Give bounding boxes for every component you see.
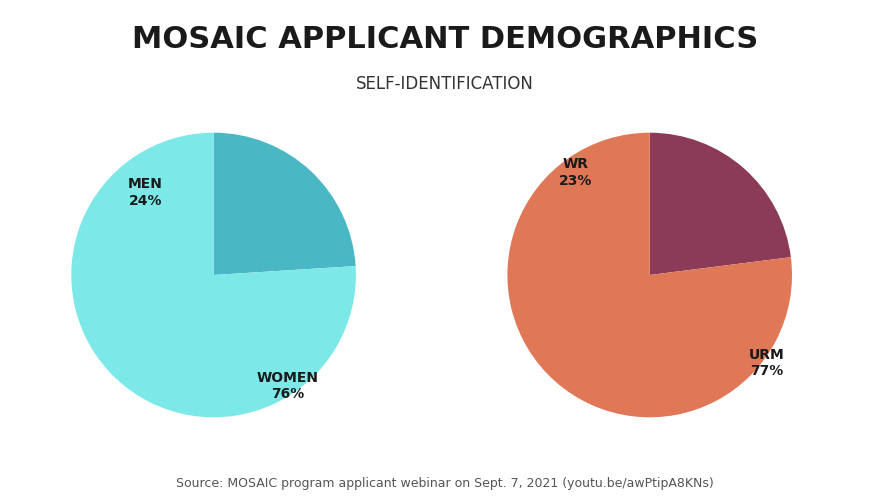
Text: SELF-IDENTIFICATION: SELF-IDENTIFICATION xyxy=(356,75,534,93)
Text: WOMEN
76%: WOMEN 76% xyxy=(256,371,319,401)
Text: WR
23%: WR 23% xyxy=(559,158,593,188)
Wedge shape xyxy=(650,132,791,275)
Wedge shape xyxy=(214,132,356,275)
Wedge shape xyxy=(71,132,356,418)
Text: Source: MOSAIC program applicant webinar on Sept. 7, 2021 (youtu.be/awPtipA8KNs): Source: MOSAIC program applicant webinar… xyxy=(176,477,714,490)
Wedge shape xyxy=(507,132,792,418)
Text: URM
77%: URM 77% xyxy=(748,348,784,378)
Text: MOSAIC APPLICANT DEMOGRAPHICS: MOSAIC APPLICANT DEMOGRAPHICS xyxy=(132,25,758,54)
Text: MEN
24%: MEN 24% xyxy=(128,178,163,208)
